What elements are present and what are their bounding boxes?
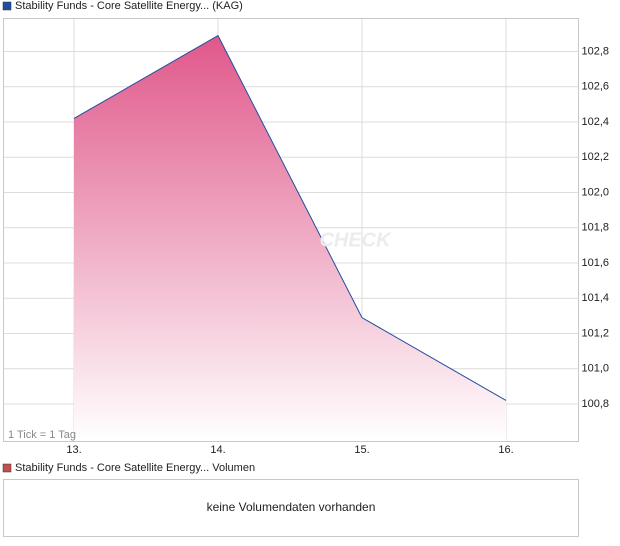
watermark: CHECK <box>319 229 392 251</box>
y-tick-label: 101,0 <box>581 363 609 375</box>
x-tick-label: 14. <box>210 444 225 456</box>
plot-frame <box>3 18 579 442</box>
y-tick-label: 102,6 <box>581 81 609 93</box>
annotation: 1 Tick = 1 Tag <box>8 429 76 441</box>
volume-message: keine Volumendaten vorhanden <box>207 500 376 514</box>
y-tick-label: 102,0 <box>581 186 609 198</box>
y-tick-label: 101,8 <box>581 222 609 234</box>
y-tick-label: 101,2 <box>581 327 609 339</box>
x-tick-label: 16. <box>498 444 513 456</box>
y-tick-label: 101,4 <box>581 292 609 304</box>
y-tick-label: 101,6 <box>581 257 609 269</box>
y-tick-label: 102,8 <box>581 45 609 57</box>
y-tick-label: 102,4 <box>581 116 609 128</box>
x-tick-label: 15. <box>354 444 369 456</box>
legend-label: Stability Funds - Core Satellite Energy.… <box>15 0 243 12</box>
line <box>73 34 507 401</box>
legend-swatch <box>2 1 12 11</box>
y-tick-label: 100,8 <box>581 398 609 410</box>
legend-label: Stability Funds - Core Satellite Energy.… <box>15 462 255 474</box>
x-tick-label: 13. <box>66 444 81 456</box>
volume-panel <box>3 479 579 537</box>
y-tick-label: 102,2 <box>581 151 609 163</box>
legend-swatch <box>2 463 12 473</box>
area <box>74 35 506 441</box>
